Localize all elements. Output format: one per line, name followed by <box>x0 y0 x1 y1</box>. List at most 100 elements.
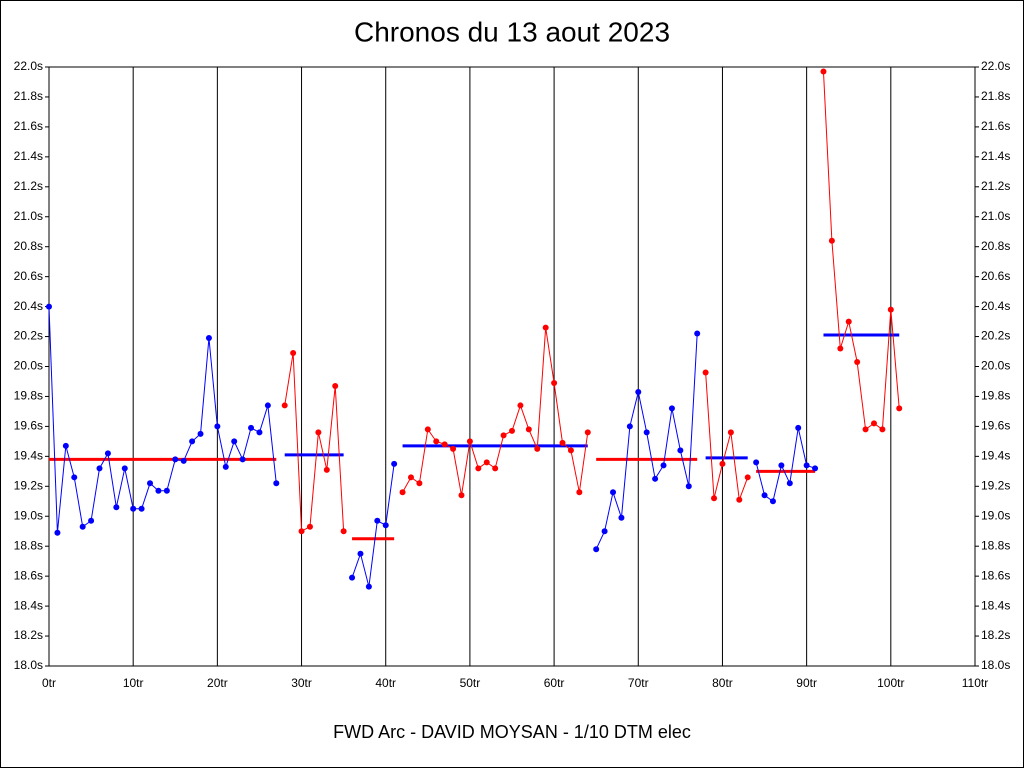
y2-tick-label: 18.0s <box>981 658 1010 672</box>
y-tick-label: 19.2s <box>14 478 43 492</box>
data-point <box>323 466 330 473</box>
data-point <box>601 528 608 535</box>
data-point <box>610 489 617 496</box>
data-point <box>761 492 768 499</box>
data-point <box>803 462 810 469</box>
data-point <box>576 489 583 496</box>
y2-tick-label: 20.4s <box>981 299 1010 313</box>
data-point <box>374 517 381 524</box>
data-point <box>828 237 835 244</box>
data-point <box>231 438 238 445</box>
data-point <box>273 480 280 487</box>
y-tick-label: 18.2s <box>14 628 43 642</box>
data-point <box>879 426 886 433</box>
y2-tick-label: 21.6s <box>981 119 1010 133</box>
data-point <box>239 456 246 463</box>
data-point <box>332 382 339 389</box>
data-point <box>660 462 667 469</box>
y2-tick-label: 20.0s <box>981 359 1010 373</box>
y-tick-label: 19.6s <box>14 419 43 433</box>
data-point <box>399 489 406 496</box>
x-tick-label: 80tr <box>712 676 733 690</box>
data-point <box>778 462 785 469</box>
data-point <box>180 457 187 464</box>
data-point <box>887 306 894 313</box>
chart-title: Chronos du 13 aout 2023 <box>354 16 670 47</box>
data-point <box>559 439 566 446</box>
data-point <box>197 430 204 437</box>
data-point <box>517 402 524 409</box>
y-tick-label: 19.4s <box>14 449 43 463</box>
data-point <box>340 528 347 535</box>
data-point <box>854 359 861 366</box>
data-point <box>475 465 482 472</box>
data-point <box>349 574 356 581</box>
y-tick-label: 20.4s <box>14 299 43 313</box>
y-tick-label: 19.8s <box>14 389 43 403</box>
data-point <box>677 447 684 454</box>
x-tick-label: 50tr <box>460 676 481 690</box>
data-point <box>820 68 827 75</box>
series-line <box>351 463 395 587</box>
y2-tick-label: 20.2s <box>981 329 1010 343</box>
data-point <box>702 369 709 376</box>
data-point <box>163 487 170 494</box>
data-point <box>88 517 95 524</box>
y2-tick-label: 18.2s <box>981 628 1010 642</box>
data-point <box>795 424 802 431</box>
x-tick-label: 10tr <box>123 676 144 690</box>
series-line <box>822 71 900 431</box>
data-point <box>424 426 431 433</box>
y-tick-label: 21.4s <box>14 149 43 163</box>
y2-tick-label: 21.4s <box>981 149 1010 163</box>
y-tick-label: 20.0s <box>14 359 43 373</box>
data-point <box>668 405 675 412</box>
data-point <box>256 429 263 436</box>
data-point <box>727 429 734 436</box>
y-tick-label: 18.0s <box>14 658 43 672</box>
data-point <box>205 335 212 342</box>
data-point <box>584 429 591 436</box>
y-tick-label: 21.8s <box>14 89 43 103</box>
y2-tick-label: 20.8s <box>981 239 1010 253</box>
y-tick-label: 18.6s <box>14 568 43 582</box>
data-point <box>189 438 196 445</box>
y-tick-label: 22.0s <box>14 59 43 73</box>
data-point <box>306 523 313 530</box>
y2-tick-label: 22.0s <box>981 59 1010 73</box>
data-point <box>845 318 852 325</box>
data-point <box>365 583 372 590</box>
data-point <box>214 423 221 430</box>
data-point <box>121 465 128 472</box>
data-point <box>130 505 137 512</box>
y-tick-label: 20.8s <box>14 239 43 253</box>
data-point <box>382 522 389 529</box>
data-point <box>315 429 322 436</box>
data-point <box>551 379 558 386</box>
data-point <box>433 438 440 445</box>
data-point <box>441 441 448 448</box>
data-point <box>626 423 633 430</box>
data-point <box>113 504 120 511</box>
data-point <box>719 460 726 467</box>
x-tick-label: 20tr <box>207 676 228 690</box>
x-tick-label: 60tr <box>544 676 565 690</box>
y2-tick-label: 19.4s <box>981 449 1010 463</box>
data-point <box>298 528 305 535</box>
data-point <box>786 480 793 487</box>
y2-tick-label: 18.4s <box>981 598 1010 612</box>
series-line <box>48 306 277 533</box>
data-point <box>896 405 903 412</box>
data-point <box>685 483 692 490</box>
y-tick-label: 19.0s <box>14 508 43 522</box>
y-tick-label: 18.8s <box>14 538 43 552</box>
data-point <box>416 480 423 487</box>
data-point <box>104 450 111 457</box>
series-line <box>284 352 345 533</box>
x-tick-label: 100tr <box>877 676 904 690</box>
data-point <box>281 402 288 409</box>
x-tick-label: 110tr <box>962 676 988 690</box>
